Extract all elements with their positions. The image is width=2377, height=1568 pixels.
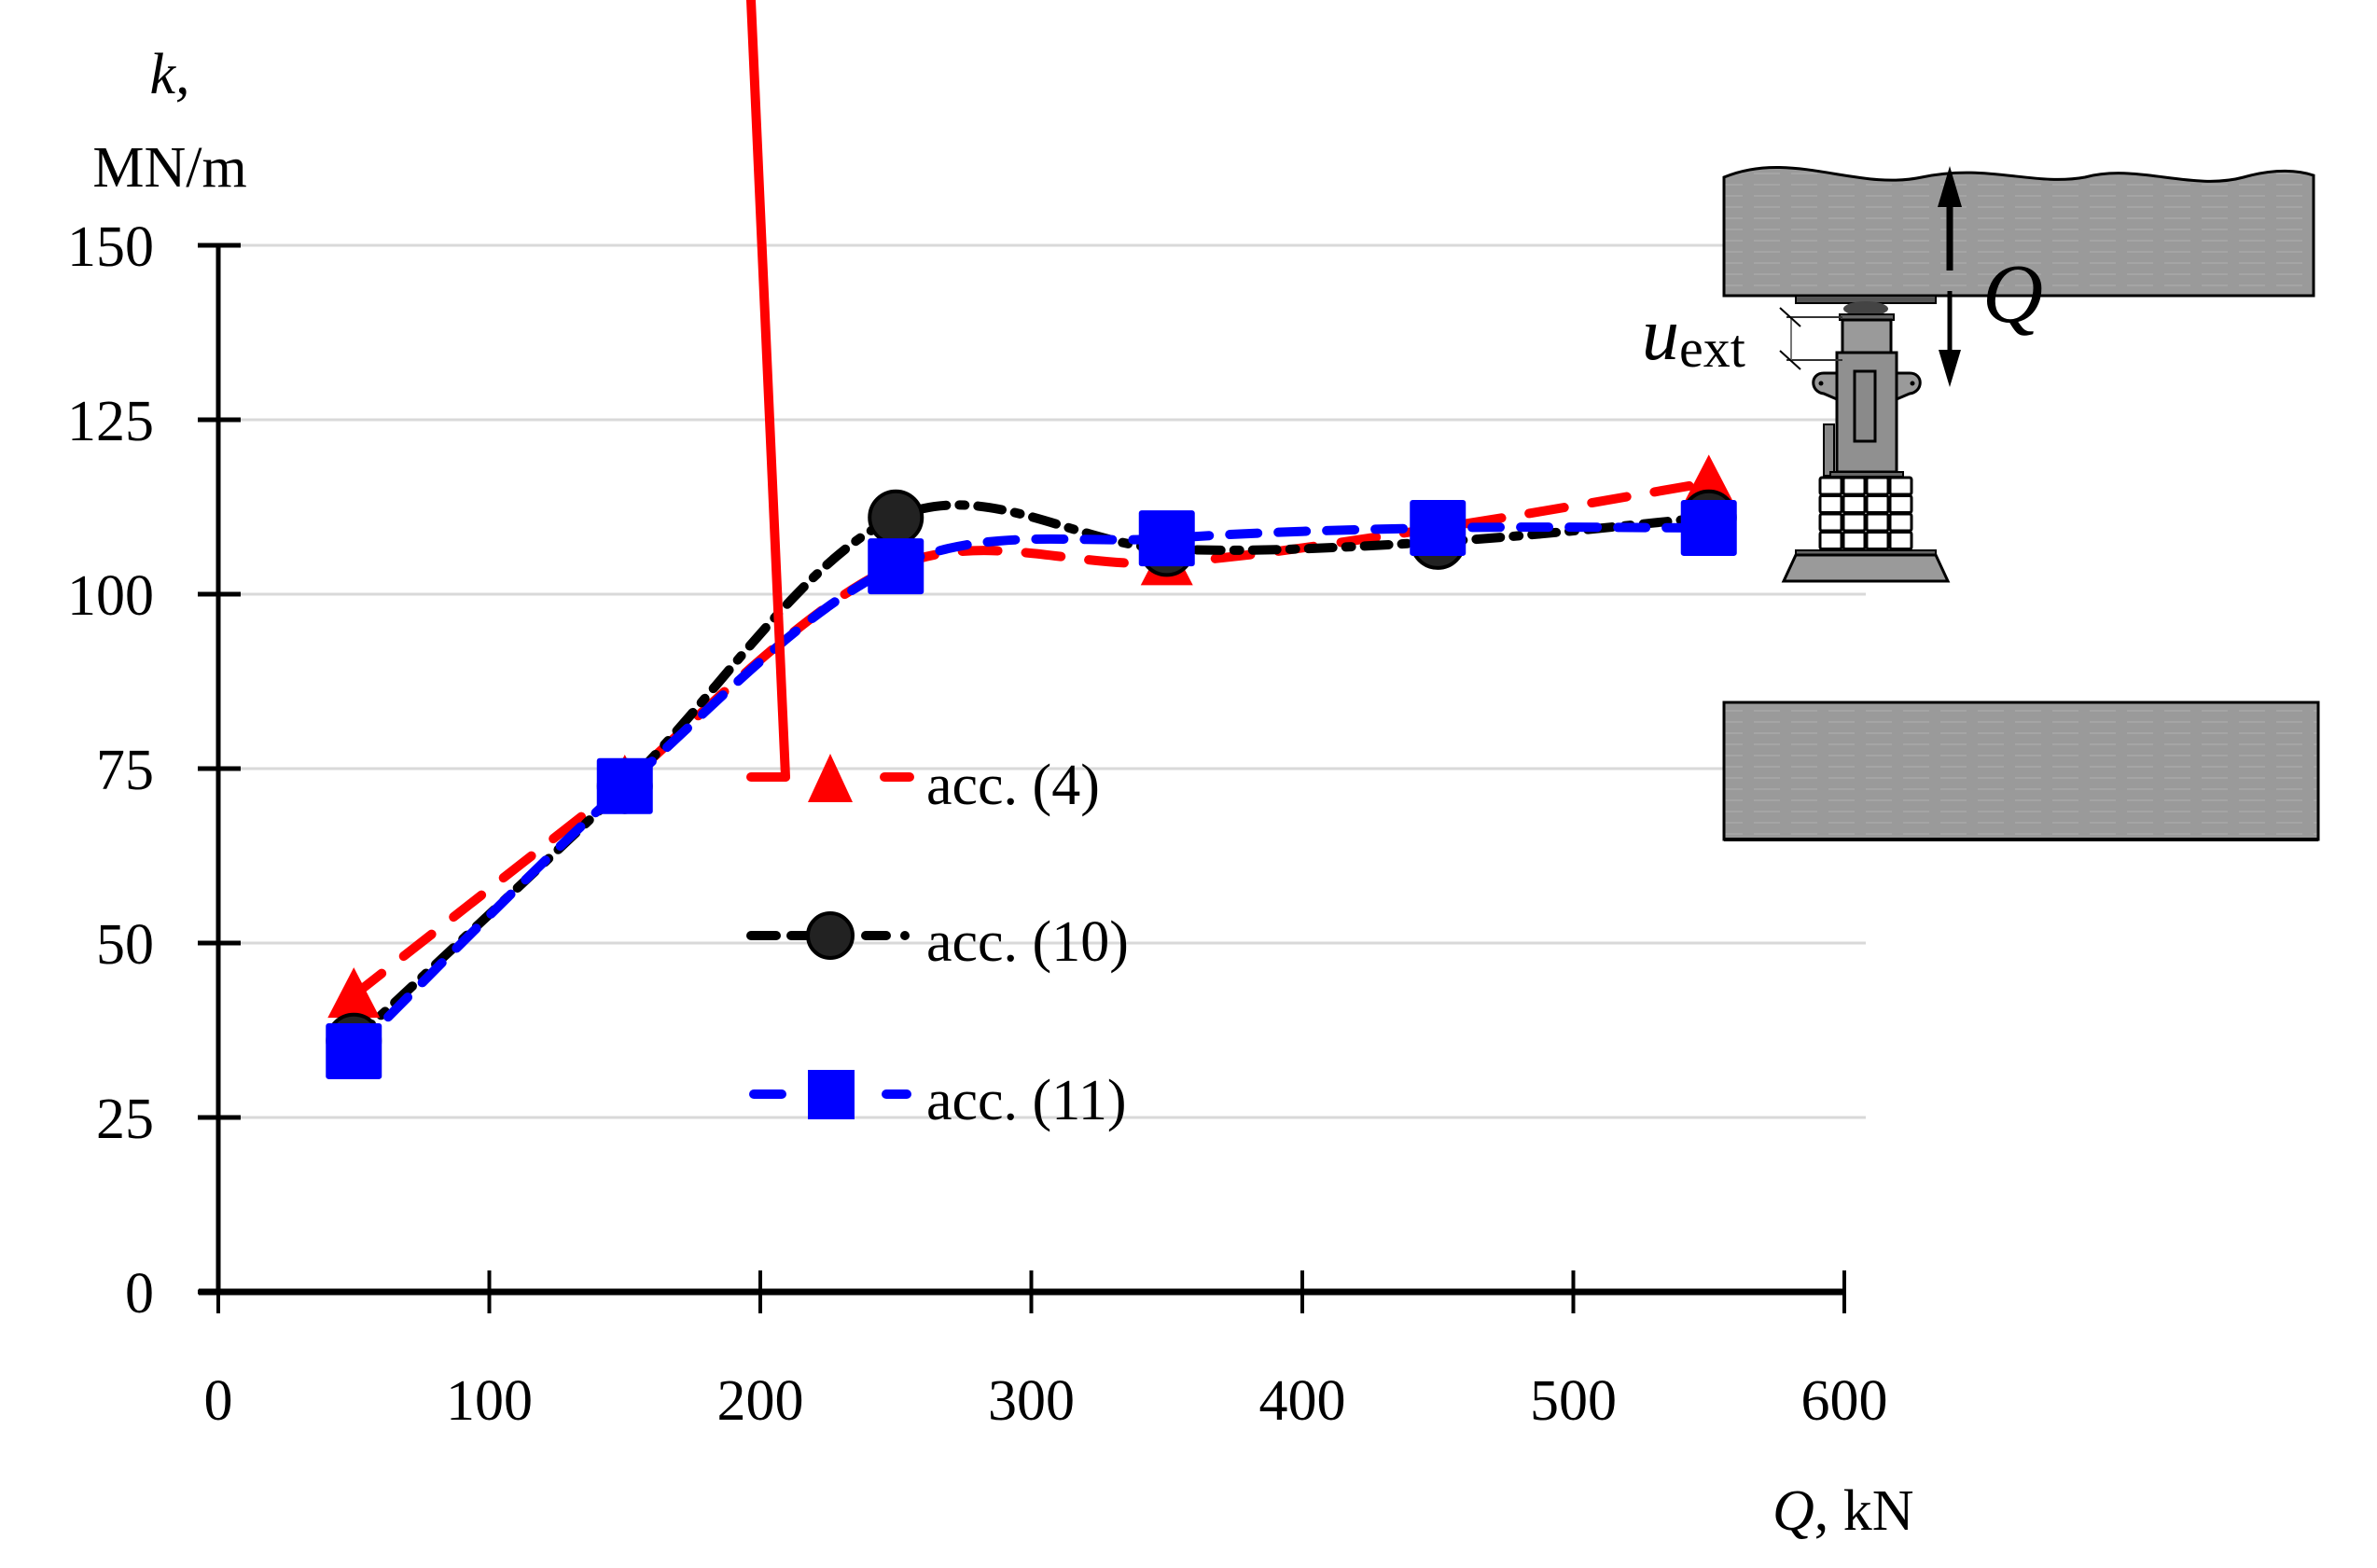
x-tick-label: 400 xyxy=(1259,1369,1346,1433)
y-axis-label-symbol: k, xyxy=(149,43,189,106)
y-axis-label-unit: MN/m xyxy=(92,136,246,200)
x-tick-label: 600 xyxy=(1801,1369,1888,1433)
y-tick-label: 150 xyxy=(67,215,154,279)
x-axis-label-unit: , kN xyxy=(1814,1479,1914,1543)
displacement-label: uext xyxy=(1642,294,1745,379)
legend-item-acc-4: acc. (4) xyxy=(746,0,1100,817)
square-marker-icon xyxy=(1680,499,1737,556)
square-marker-icon xyxy=(596,757,653,814)
legend-item-acc-11: acc. (11) xyxy=(749,1069,1127,1132)
legend-item-acc-10: acc. (10) xyxy=(746,910,1129,974)
y-tick-label: 75 xyxy=(96,739,154,802)
triangle-marker-icon xyxy=(1682,454,1735,506)
support-blocks xyxy=(1818,476,1913,550)
force-label: Q xyxy=(1982,248,2043,340)
y-tick-label: 50 xyxy=(96,913,154,977)
y-ticks: 0 25 50 75 100 125 150 xyxy=(67,215,241,1325)
y-tick-label: 125 xyxy=(67,390,154,453)
x-tick-label: 100 xyxy=(446,1369,533,1433)
y-tick-label: 0 xyxy=(125,1262,154,1325)
x-ticks: 0 100 200 300 400 500 600 xyxy=(204,1270,1888,1433)
square-marker-icon xyxy=(1138,510,1195,567)
x-tick-label: 0 xyxy=(204,1369,233,1433)
data-series xyxy=(326,454,1737,1079)
displacement-label-sub: ext xyxy=(1679,318,1745,379)
jack-diagram: Q uext xyxy=(1642,165,2320,841)
legend-label: acc. (4) xyxy=(926,754,1100,817)
square-marker-icon xyxy=(868,538,924,595)
square-marker-icon xyxy=(326,1022,382,1079)
triangle-marker-icon xyxy=(327,967,381,1019)
x-tick-label: 300 xyxy=(988,1369,1075,1433)
triangle-marker-icon xyxy=(808,754,853,802)
force-arrow-icon xyxy=(1938,166,1962,387)
legend-label: acc. (11) xyxy=(926,1069,1127,1132)
legend-label: acc. (10) xyxy=(926,910,1129,974)
y-tick-label: 100 xyxy=(67,564,154,628)
square-marker-icon xyxy=(1410,499,1467,556)
x-tick-label: 200 xyxy=(717,1369,804,1433)
axes: 0 25 50 75 100 125 150 0 100 200 300 400 500 600 xyxy=(67,215,1888,1433)
base-pedestal xyxy=(1781,553,1951,583)
y-tick-label: 25 xyxy=(96,1088,154,1151)
top-slab xyxy=(1722,165,2315,298)
legend: acc. (4) acc. (10) acc. (11) xyxy=(746,0,1129,1132)
circle-marker-icon xyxy=(806,911,855,960)
displacement-dimension xyxy=(1779,307,1842,370)
square-marker-icon xyxy=(808,1070,855,1119)
series-square xyxy=(349,522,1714,1056)
bottom-slab xyxy=(1722,701,2320,841)
x-axis-label-symbol: Q xyxy=(1772,1479,1814,1543)
gridlines xyxy=(218,243,1866,1119)
displacement-label-main: u xyxy=(1642,294,1679,376)
x-axis-label: Q, kN xyxy=(1772,1479,1914,1543)
markers-square xyxy=(326,499,1737,1079)
circle-marker-icon xyxy=(868,489,924,546)
legend-line-red xyxy=(746,0,790,782)
x-tick-label: 500 xyxy=(1530,1369,1617,1433)
